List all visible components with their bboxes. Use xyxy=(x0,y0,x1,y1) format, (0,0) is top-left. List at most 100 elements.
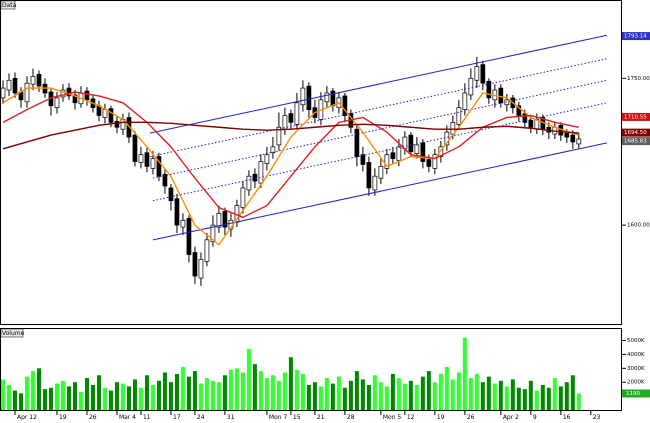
volume-bar xyxy=(246,348,251,410)
volume-bar xyxy=(174,373,179,410)
volume-bar xyxy=(72,382,77,410)
volume-bar xyxy=(276,380,281,410)
volume-bar xyxy=(486,376,491,410)
volume-bar xyxy=(426,371,431,410)
volume-bar xyxy=(294,369,299,410)
x-tick-label: Apr 12 xyxy=(17,414,37,421)
volume-bar xyxy=(450,379,455,410)
candle-body xyxy=(366,162,372,189)
volume-title: Volume xyxy=(2,330,25,337)
volume-bar xyxy=(444,366,449,410)
moving-average xyxy=(2,87,580,246)
volume-bar xyxy=(378,382,383,410)
volume-bar xyxy=(336,376,341,410)
candle-body xyxy=(396,146,402,161)
candle-body xyxy=(528,120,534,128)
x-tick-label: 12 xyxy=(407,414,415,421)
volume-bar xyxy=(348,380,353,410)
volume-bar xyxy=(18,393,23,410)
volume-bar xyxy=(264,378,269,410)
volume-bar xyxy=(66,386,71,410)
candle-body xyxy=(114,121,120,128)
candle-body xyxy=(288,113,294,123)
candle-body xyxy=(300,87,306,106)
volume-bar xyxy=(156,380,161,410)
candle-body xyxy=(132,134,138,162)
x-tick-label: 24 xyxy=(197,414,205,421)
candle-body xyxy=(420,142,426,162)
candle-body xyxy=(54,97,60,109)
volume-bar xyxy=(114,382,119,410)
volume-bar xyxy=(84,378,89,410)
candle-body xyxy=(0,87,6,99)
volume-bar xyxy=(144,375,149,410)
channel-line xyxy=(149,58,608,158)
chart-title: Data xyxy=(2,2,17,9)
candle-body xyxy=(462,92,468,110)
candle-body xyxy=(150,158,156,169)
volume-bar xyxy=(48,387,53,410)
candle-body xyxy=(474,66,480,81)
volume-bar xyxy=(54,383,59,410)
volume-bar xyxy=(6,384,11,410)
volume-bar xyxy=(228,369,233,410)
candle-body xyxy=(204,239,210,262)
volume-bar xyxy=(504,386,509,410)
candle-body xyxy=(156,156,162,177)
title-box xyxy=(0,328,24,338)
candle-body xyxy=(138,154,144,163)
candle-body xyxy=(342,95,348,116)
candle-body xyxy=(390,152,396,159)
price-tag-label: 1694.50 xyxy=(624,130,647,136)
volume-bar xyxy=(384,386,389,410)
candle-body xyxy=(522,113,528,123)
volume-bar xyxy=(162,372,167,410)
volume-bar xyxy=(552,378,557,410)
volume-bar xyxy=(456,372,461,410)
x-tick-label: Apr 2 xyxy=(503,414,519,421)
x-tick-label: 28 xyxy=(347,414,355,421)
candle-body xyxy=(468,77,474,96)
candle-body xyxy=(324,92,330,103)
candle-body xyxy=(84,90,90,101)
volume-bar xyxy=(12,390,17,410)
x-tick-label: 19 xyxy=(437,414,445,421)
candle-body xyxy=(258,161,264,184)
volume-bar xyxy=(306,384,311,410)
volume-bar xyxy=(42,389,47,410)
volume-bar xyxy=(288,357,293,410)
volume-bar xyxy=(546,387,551,410)
candle-body xyxy=(36,74,42,87)
candle-body xyxy=(516,105,522,116)
volume-bar xyxy=(360,379,365,410)
candle-body xyxy=(294,102,300,125)
volume-bar xyxy=(222,375,227,410)
volume-bar xyxy=(354,371,359,410)
candle-body xyxy=(60,89,66,98)
volume-bar xyxy=(414,384,419,410)
candle-body xyxy=(252,173,258,182)
volume-bar xyxy=(498,380,503,410)
volume-bar xyxy=(216,382,221,410)
candle-body xyxy=(168,187,174,202)
volume-bar xyxy=(300,373,305,410)
volume-bar xyxy=(510,379,515,410)
volume-bar xyxy=(252,364,257,410)
price-tag xyxy=(622,112,650,121)
x-tick-label: 16 xyxy=(563,414,571,421)
x-tick-label: 15 xyxy=(293,414,301,421)
candle-body xyxy=(198,259,204,279)
y-tick-label: 3000K xyxy=(627,366,645,372)
y-tick-label: 1600.00 xyxy=(627,223,650,229)
price-tag-label: 1685.83 xyxy=(624,139,647,145)
x-tick-label: 17 xyxy=(173,414,181,421)
volume-bar xyxy=(366,384,371,410)
candle-body xyxy=(246,175,252,191)
y-tick-label: 5000K xyxy=(627,338,645,344)
volume-bar xyxy=(120,383,125,410)
candle-body xyxy=(186,217,192,255)
x-tick-label: Mon 7 xyxy=(269,414,288,421)
volume-bar xyxy=(186,376,191,410)
channel-line xyxy=(152,142,608,241)
